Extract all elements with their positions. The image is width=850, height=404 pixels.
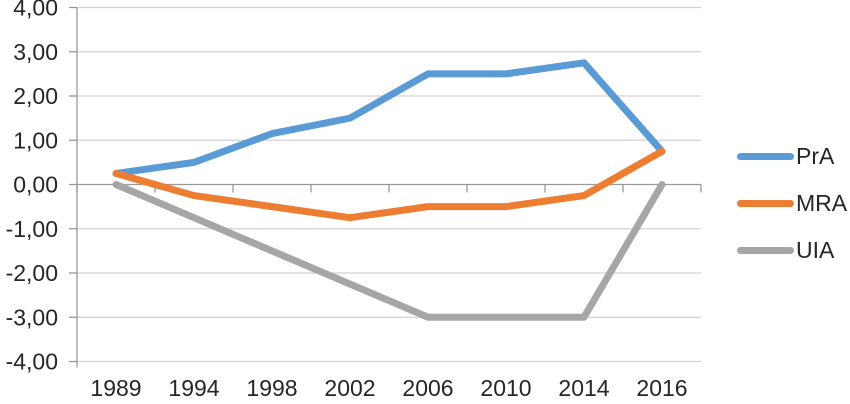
legend-label: UIA	[796, 237, 835, 263]
x-axis-label: 2016	[636, 375, 687, 401]
series-line-PrA	[112, 59, 666, 177]
legend-item-UIA: UIA	[737, 238, 850, 262]
y-axis-label: -3,00	[6, 304, 58, 330]
series-line-UIA	[112, 181, 666, 321]
y-axis-label: -2,00	[6, 260, 58, 286]
y-axis-label: -4,00	[6, 349, 58, 375]
y-axis-label: 3,00	[13, 39, 58, 65]
y-axis-label: 1,00	[13, 127, 58, 153]
x-axis-label: 2002	[324, 375, 375, 401]
legend-swatch-PrA	[737, 152, 794, 160]
legend-label: MRA	[796, 190, 848, 216]
x-axis-label: 2014	[558, 375, 609, 401]
x-axis-label: 2006	[402, 375, 453, 401]
y-axis-label: 4,00	[13, 0, 58, 21]
y-axis-label: 2,00	[13, 83, 58, 109]
y-axis-label: 0,00	[13, 172, 58, 198]
x-axis-label: 1989	[90, 375, 141, 401]
legend: PrA MRA UIA	[737, 144, 850, 285]
legend-swatch-MRA	[737, 199, 794, 207]
x-axis-label: 2010	[480, 375, 531, 401]
legend-swatch-UIA	[737, 246, 794, 254]
legend-item-PrA: PrA	[737, 144, 850, 168]
x-axis-label: 1998	[246, 375, 297, 401]
x-axis-label: 1994	[168, 375, 219, 401]
legend-item-MRA: MRA	[737, 191, 850, 215]
y-axis-label: -1,00	[6, 216, 58, 242]
series-line-MRA	[112, 147, 666, 222]
legend-label: PrA	[796, 143, 835, 169]
